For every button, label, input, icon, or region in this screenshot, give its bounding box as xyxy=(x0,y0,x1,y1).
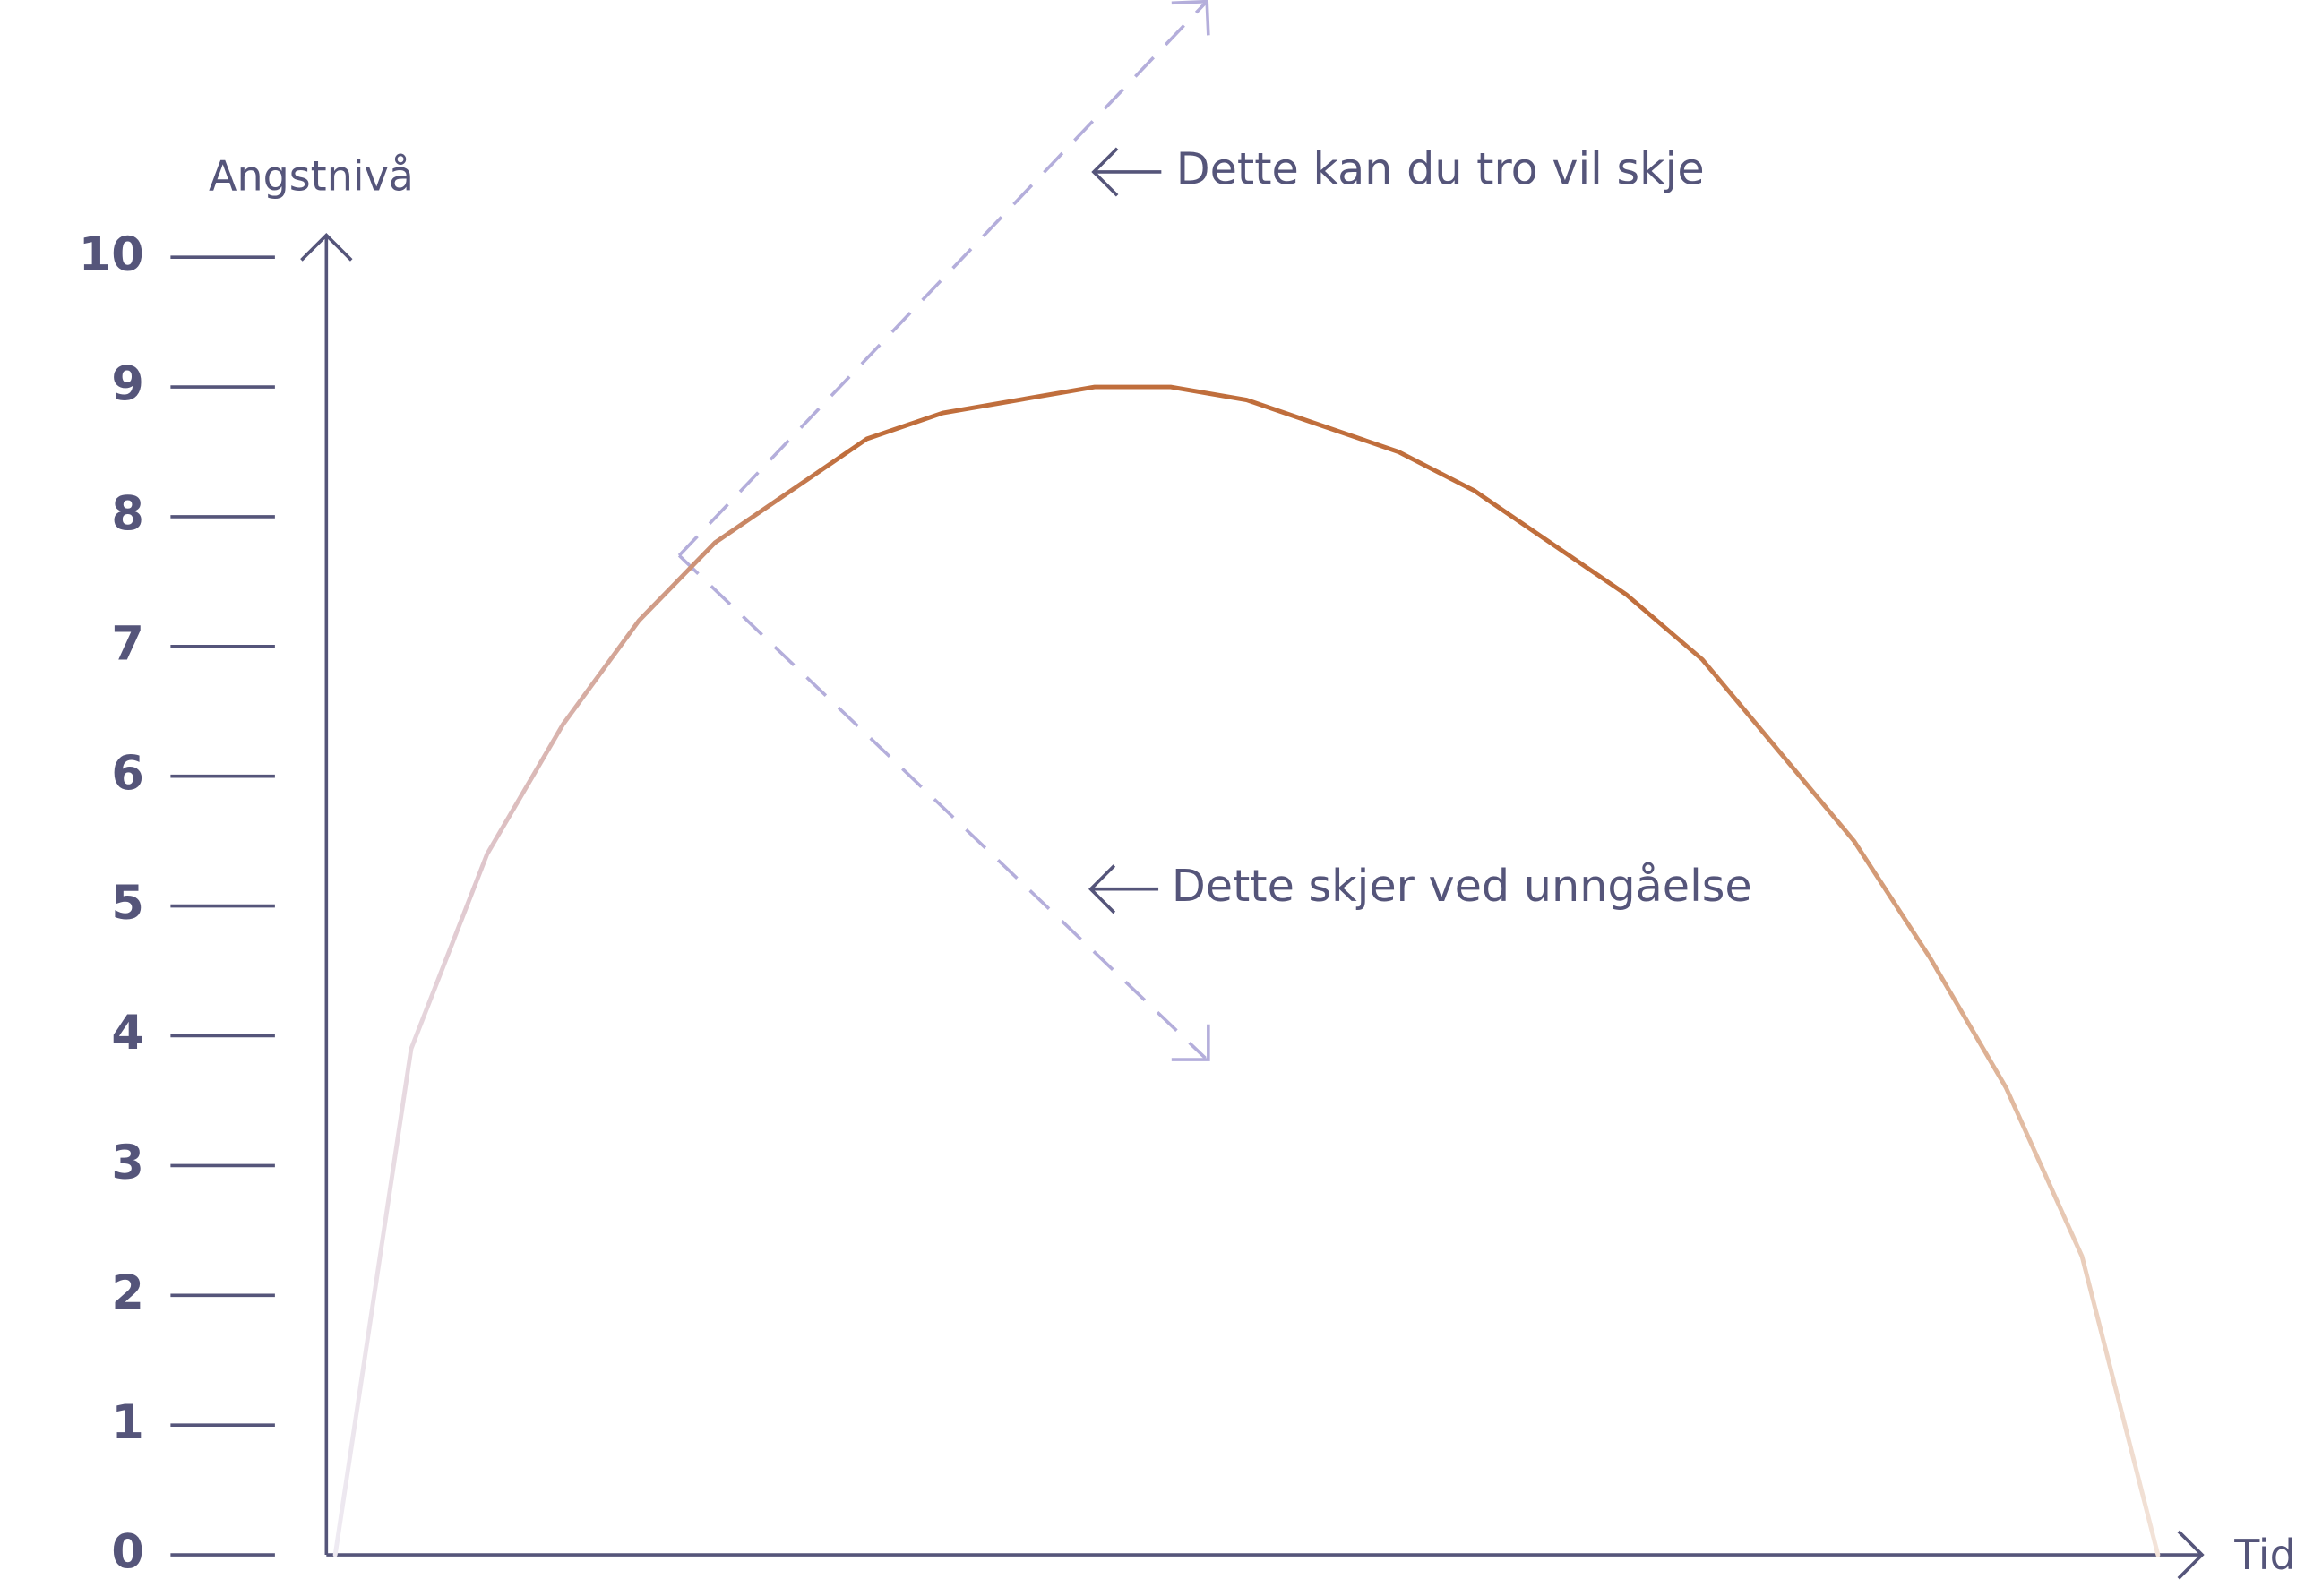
y-tick-label: 6 xyxy=(111,746,144,801)
up-dashed-arrow xyxy=(677,2,1207,557)
y-tick-label: 7 xyxy=(111,616,144,671)
y-tick-label: 10 xyxy=(79,227,144,282)
y-tick-label: 9 xyxy=(111,357,144,412)
y-tick-label: 5 xyxy=(111,876,144,931)
y-tick-label: 3 xyxy=(111,1136,144,1190)
annotation: Dette skjer ved unngåelse xyxy=(1172,860,1752,912)
y-axis-arrow xyxy=(300,232,353,262)
annotation: Dette kan du tro vil skje xyxy=(1176,142,1705,194)
scenario-arrows xyxy=(677,0,1210,1061)
axes xyxy=(300,232,2205,1580)
pointer-arrows xyxy=(1088,147,1162,914)
y-tick-label: 1 xyxy=(111,1395,144,1450)
down-arrow-head xyxy=(1171,1024,1210,1061)
anxiety-curve xyxy=(332,384,2161,1557)
y-tick-label: 2 xyxy=(111,1266,144,1320)
pointer-head xyxy=(1091,147,1119,197)
y-tick-label: 8 xyxy=(111,487,144,542)
y-tick-label: 0 xyxy=(111,1525,144,1580)
x-axis-arrow xyxy=(2177,1530,2205,1580)
y-tick-label: 4 xyxy=(111,1006,144,1060)
pointer-head xyxy=(1088,864,1116,914)
y-axis-label: Angstnivå xyxy=(209,152,414,201)
down-dashed-arrow xyxy=(677,553,1207,1060)
x-axis-label: Tid xyxy=(2233,1531,2296,1579)
up-arrow-head xyxy=(1171,0,1210,36)
